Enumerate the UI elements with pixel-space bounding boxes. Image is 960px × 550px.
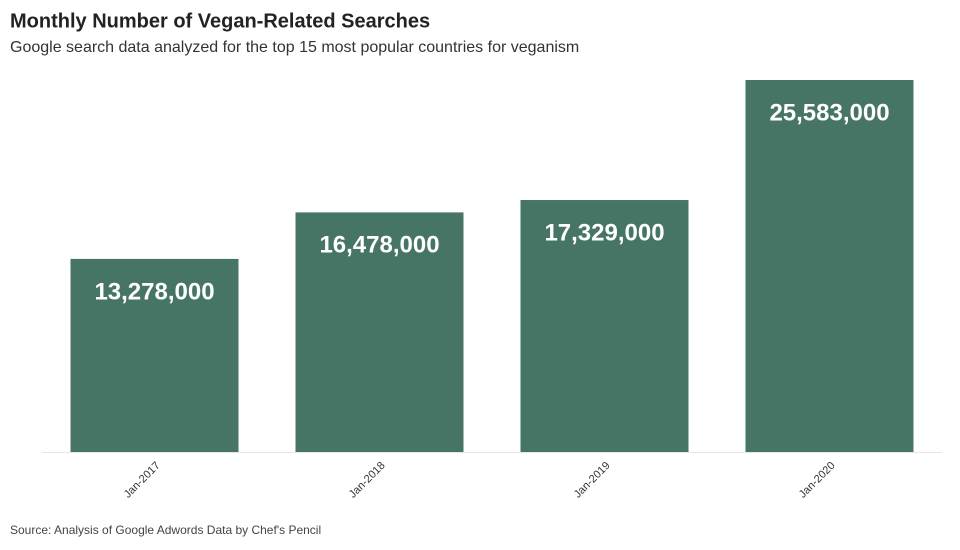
chart-subtitle: Google search data analyzed for the top … [10, 39, 579, 56]
data-label: 16,478,000 [319, 232, 439, 259]
x-tick-label: Jan-2019 [572, 460, 613, 501]
x-tick-label: Jan-2017 [122, 460, 163, 501]
data-label: 13,278,000 [94, 278, 214, 305]
x-tick-label: Jan-2018 [347, 460, 388, 501]
x-tick-label: Jan-2020 [797, 460, 838, 501]
bar [745, 80, 914, 452]
chart-title: Monthly Number of Vegan-Related Searches [10, 10, 430, 32]
bar [295, 212, 464, 452]
bar [520, 200, 689, 452]
bar [70, 258, 239, 452]
source-note: Source: Analysis of Google Adwords Data … [10, 523, 321, 537]
data-label: 25,583,000 [769, 99, 889, 126]
data-label: 17,329,000 [544, 219, 664, 246]
